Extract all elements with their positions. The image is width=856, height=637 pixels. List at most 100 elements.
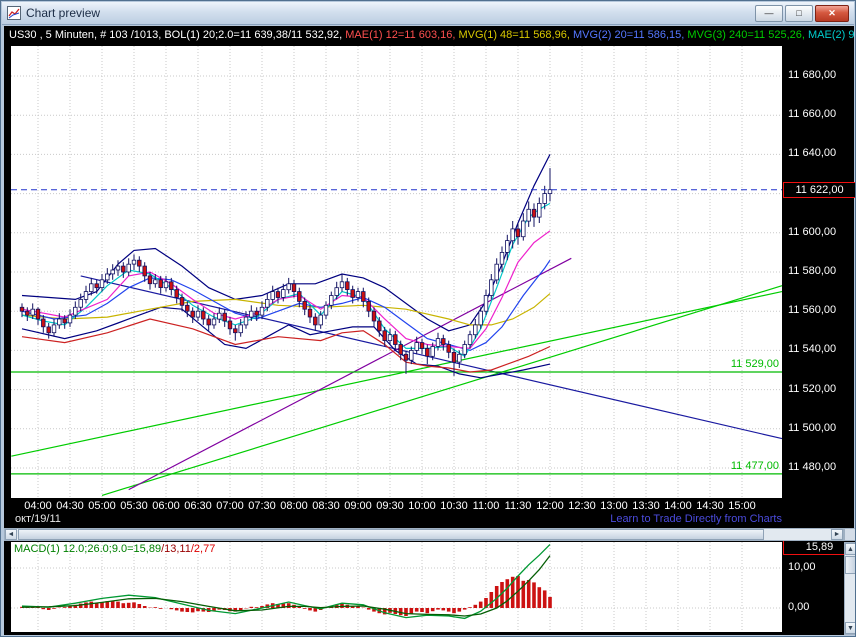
macd-bar (286, 603, 291, 608)
macd-bar (169, 608, 174, 610)
candle (41, 318, 46, 328)
candle (307, 308, 313, 318)
price-axis-label: 11 640,00 (788, 147, 837, 159)
macd-line (21, 543, 551, 620)
horizontal-lines (11, 371, 782, 475)
time-axis-label: 15:00 (728, 500, 756, 512)
macd-bar (276, 604, 280, 608)
candle (62, 318, 67, 324)
legend-segment: MAE(2) 9 (807, 29, 855, 41)
candle (457, 353, 462, 363)
macd-bar (462, 608, 467, 610)
vertical-scroll-thumb[interactable] (845, 556, 855, 574)
macd-bar (126, 602, 131, 608)
time-axis-label: 13:00 (600, 500, 628, 512)
arrow-left-icon: ◄ (7, 531, 15, 538)
candle (521, 220, 526, 238)
macd-bar (41, 608, 46, 610)
macd-current-value: 15,89 (805, 541, 834, 553)
macd-bar (105, 601, 110, 608)
horizontal-scrollbar[interactable]: ◄ ► (4, 528, 844, 541)
candle (291, 283, 297, 292)
time-axis-label: 10:00 (408, 500, 436, 512)
macd-bar (137, 604, 142, 608)
macd-bar (313, 608, 318, 612)
time-axis-label: 11:00 (472, 500, 500, 512)
candle (499, 251, 505, 265)
macd-bar (100, 602, 104, 608)
macd-bar (494, 586, 499, 608)
candle (398, 344, 403, 355)
macd-bar (457, 608, 462, 612)
candle (297, 291, 302, 302)
macd-bar (190, 608, 195, 613)
candle (227, 320, 233, 330)
candle (361, 291, 366, 302)
candle (435, 338, 441, 347)
window-controls: — □ ✕ (755, 4, 849, 22)
candle (89, 283, 94, 292)
candle (270, 291, 275, 300)
macd-bar (62, 607, 67, 608)
app-icon[interactable] (7, 6, 21, 20)
macd-bar (68, 606, 72, 608)
candle (233, 328, 238, 334)
macd-bar (356, 606, 360, 608)
macd-bar (84, 602, 88, 608)
trend-up-purple[interactable] (128, 257, 572, 491)
promo-link[interactable]: Learn to Trade Directly from Charts (610, 513, 782, 525)
candle (526, 208, 531, 222)
candle (302, 300, 307, 310)
candle (313, 316, 318, 326)
candle (163, 281, 169, 289)
horizontal-scroll-thumb[interactable] (18, 529, 764, 540)
candle (94, 283, 99, 289)
candle (510, 228, 515, 242)
scrollbar-corner (844, 528, 855, 541)
support-line-label: 11 477,00 (730, 460, 779, 472)
legend-segment: BOL(1) 20;2.0=11 639,38/11 532,92, (164, 29, 346, 41)
scroll-up-button[interactable]: ▲ (845, 543, 855, 555)
candle (206, 318, 211, 326)
trend-up-green-1[interactable] (11, 291, 783, 457)
macd-bar (281, 603, 286, 608)
scroll-left-button[interactable]: ◄ (5, 529, 17, 540)
candle (393, 334, 398, 345)
candle (494, 263, 499, 281)
time-axis-label: 13:30 (632, 500, 660, 512)
candle (110, 269, 115, 275)
trend-up-green-2[interactable] (101, 285, 783, 496)
macd-plot-area[interactable] (11, 542, 782, 632)
price-axis-label: 11 680,00 (788, 69, 837, 81)
candle (19, 306, 25, 312)
macd-bar (505, 579, 510, 608)
title-bar[interactable]: Chart preview — □ ✕ (2, 2, 854, 25)
maximize-icon: □ (796, 7, 802, 18)
close-button[interactable]: ✕ (815, 4, 849, 22)
macd-bar (510, 576, 515, 608)
time-axis-label: 09:30 (376, 500, 404, 512)
candle (201, 310, 206, 320)
candle (105, 273, 110, 281)
macd-axis-label: 0,00 (788, 601, 810, 613)
candle (531, 208, 537, 218)
macd-bar (473, 604, 478, 608)
scroll-right-button[interactable]: ► (831, 529, 843, 540)
maximize-button[interactable]: □ (785, 4, 813, 22)
minimize-button[interactable]: — (755, 4, 783, 22)
candle (350, 289, 355, 298)
candle (158, 279, 163, 288)
macd-bar (372, 608, 376, 612)
vertical-scrollbar[interactable]: ▲ ▼ (844, 542, 855, 635)
candle (329, 295, 334, 306)
macd-bar (297, 606, 302, 608)
macd-bar (366, 608, 371, 610)
macd-bar (142, 606, 147, 608)
close-icon: ✕ (828, 7, 836, 18)
arrow-right-icon: ► (833, 531, 841, 538)
candle (387, 334, 393, 342)
candle (137, 259, 142, 267)
macd-bar (420, 608, 424, 612)
scroll-down-button[interactable]: ▼ (845, 622, 855, 634)
